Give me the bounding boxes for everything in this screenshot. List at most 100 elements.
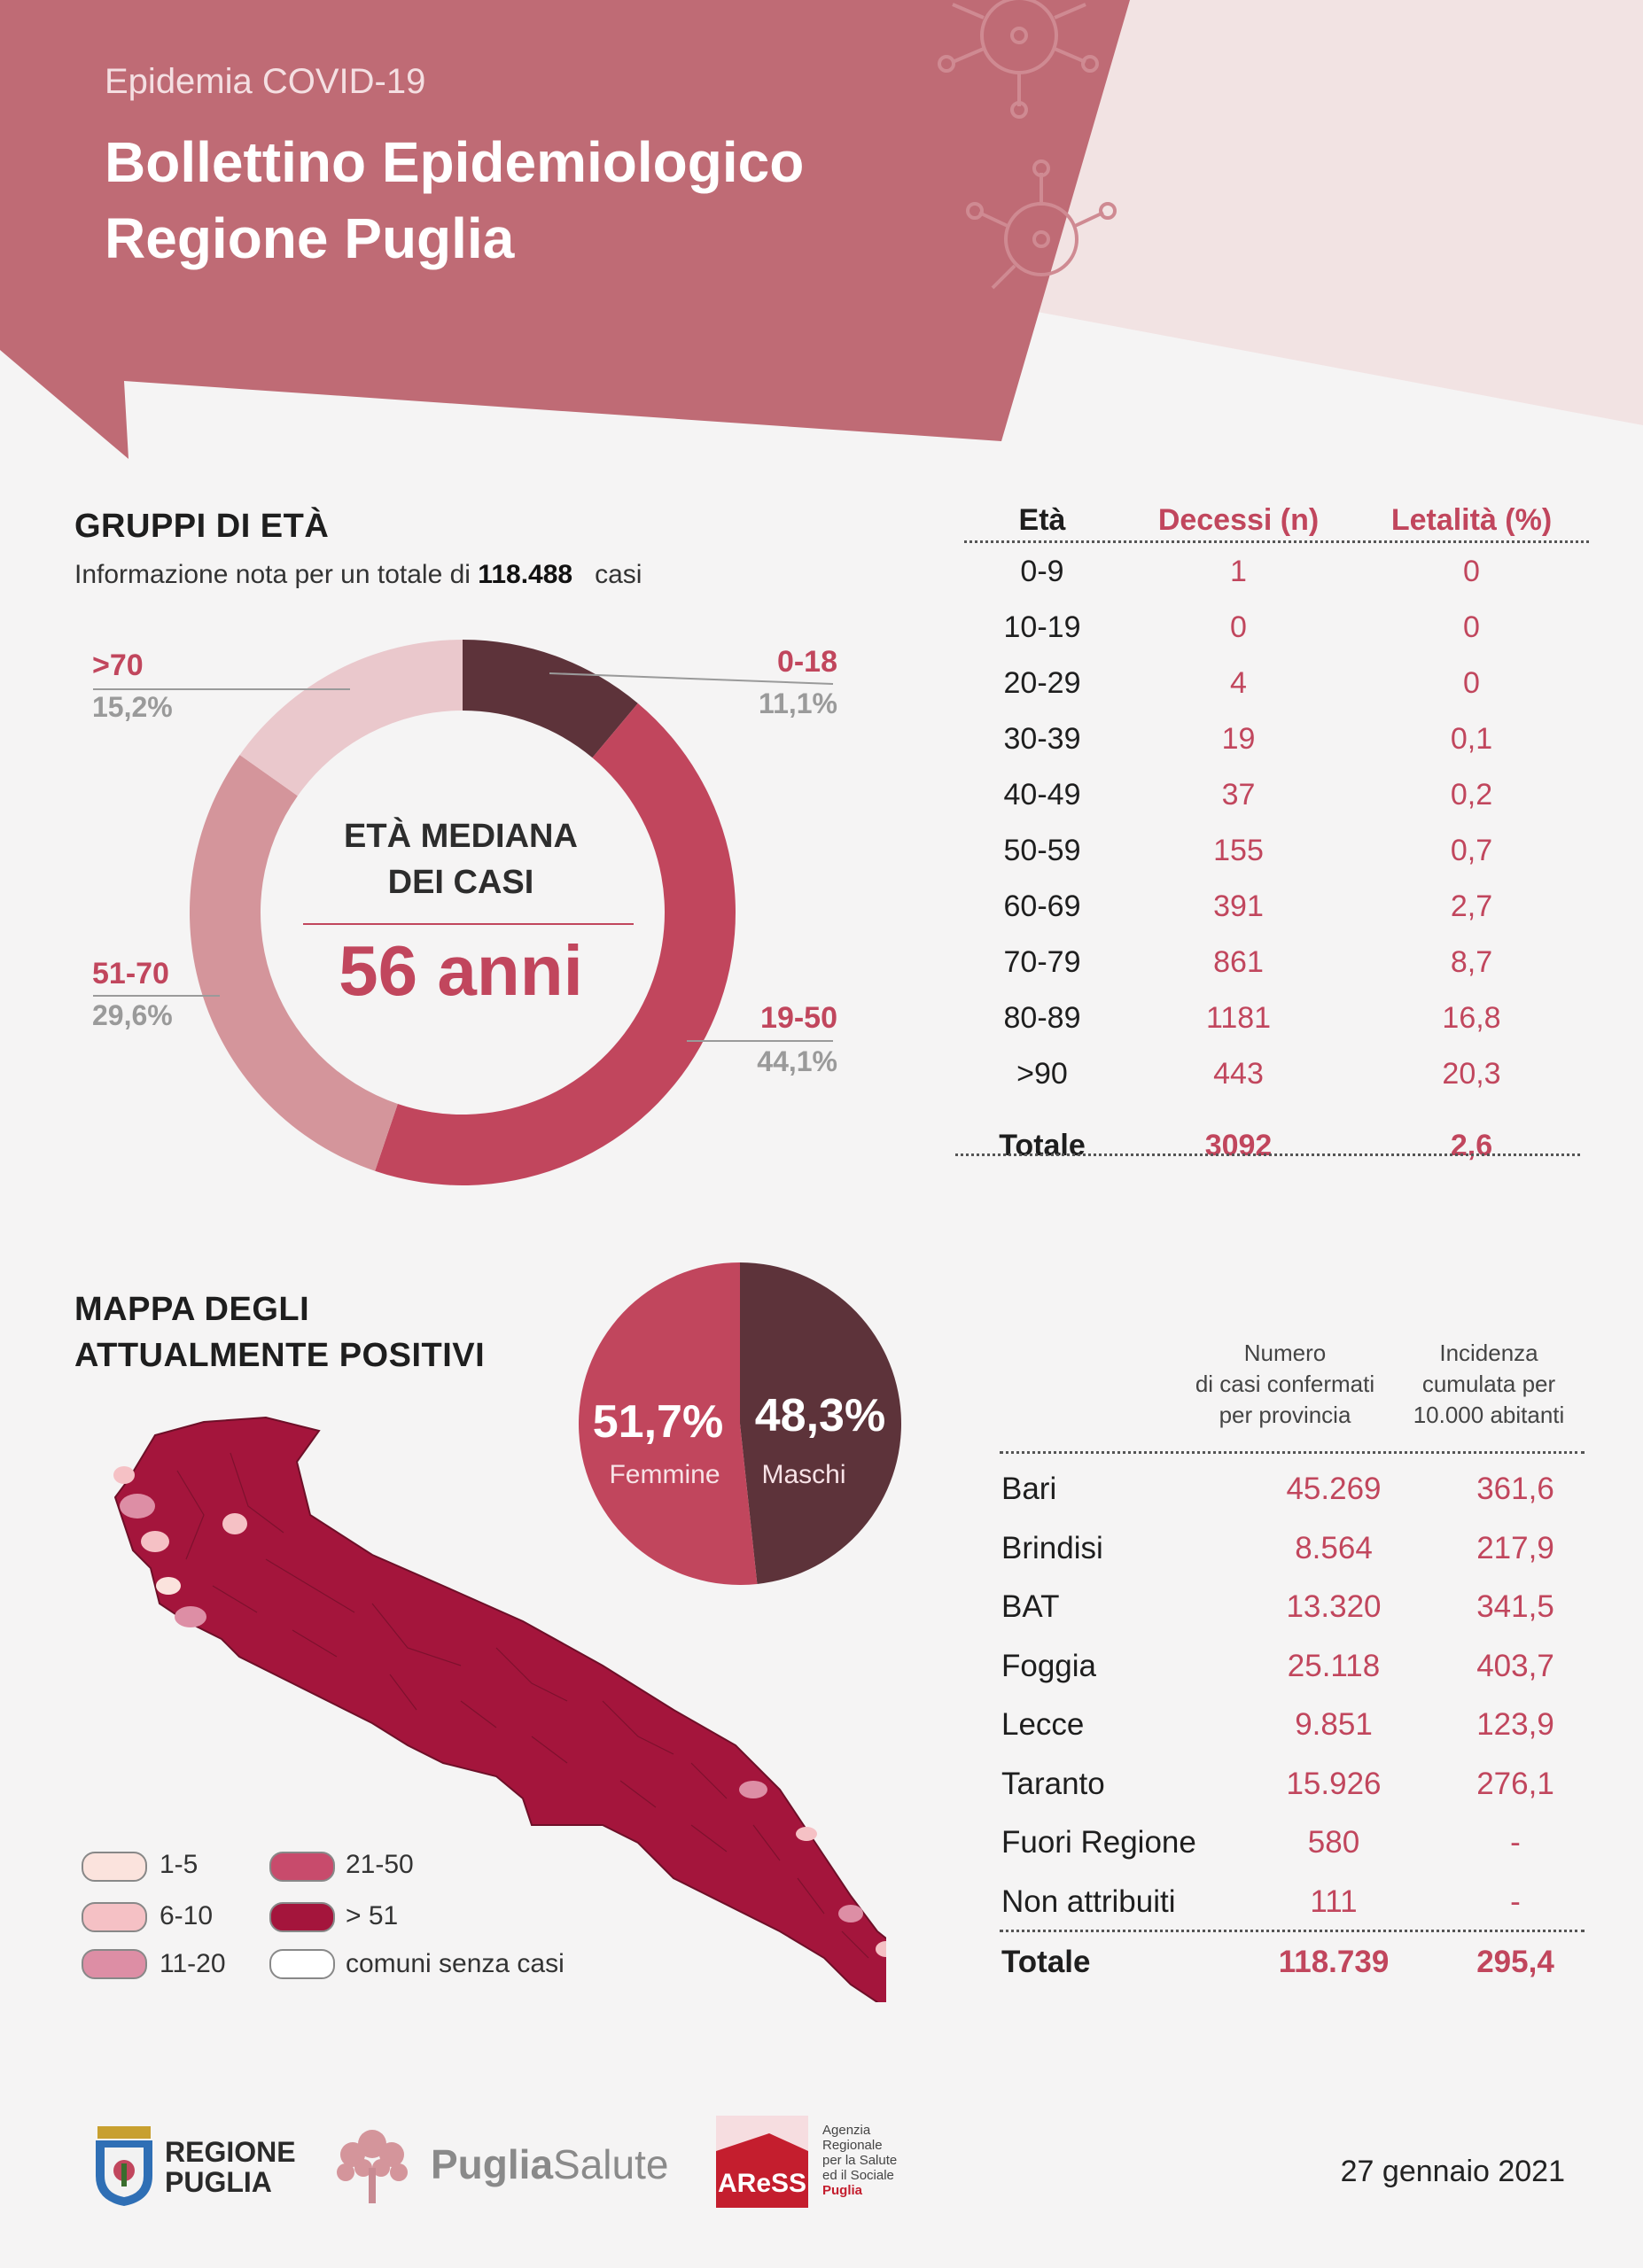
deaths-count: 0 bbox=[1230, 610, 1247, 644]
province-cases: 15.926 bbox=[1286, 1766, 1382, 1801]
age-class: 60-69 bbox=[1003, 889, 1081, 923]
male-pct: 48,3% bbox=[754, 1390, 886, 1441]
legend-swatch-1-5 bbox=[82, 1852, 147, 1882]
legend-swatch-no-cases bbox=[269, 1949, 335, 1979]
age-info-suffix: casi bbox=[595, 560, 642, 589]
pie-slice-female bbox=[579, 1262, 758, 1585]
age-class: 30-39 bbox=[1003, 722, 1081, 756]
province-cases: 8.564 bbox=[1295, 1530, 1373, 1565]
header-banner bbox=[0, 0, 1130, 459]
province-incidence: 123,9 bbox=[1476, 1707, 1554, 1743]
deaths-table-row: 10-19 0 0 bbox=[962, 600, 1588, 656]
province-header-incidence: Incidenza cumulata per 10.000 abitanti bbox=[1391, 1338, 1586, 1431]
province-row: Taranto 15.926 276,1 bbox=[1001, 1755, 1604, 1814]
deaths-count: 19 bbox=[1221, 722, 1256, 756]
deaths-table-header: Età Decessi (n) Letalità (%) bbox=[962, 496, 1588, 544]
province-total-label: Totale bbox=[1001, 1945, 1091, 1980]
regione-puglia-coat-of-arms bbox=[96, 2126, 152, 2206]
header-eta: Età bbox=[1018, 502, 1066, 537]
age-class: 40-49 bbox=[1003, 778, 1081, 812]
province-row: Foggia 25.118 403,7 bbox=[1001, 1637, 1604, 1697]
deaths-table-row: 20-29 4 0 bbox=[962, 656, 1588, 711]
virus-icon bbox=[966, 159, 1117, 290]
deaths-count: 1 bbox=[1230, 555, 1247, 588]
age-info: Informazione nota per un totale di 118.4… bbox=[74, 560, 642, 590]
province-name: Taranto bbox=[1001, 1766, 1105, 1801]
slice-pct-51-70: 29,6% bbox=[92, 999, 173, 1031]
median-title-line2: DEI CASI bbox=[387, 864, 534, 901]
province-incidence: 276,1 bbox=[1476, 1766, 1554, 1801]
age-class: 50-59 bbox=[1003, 834, 1081, 867]
map-title-line1: MAPPA DEGLI bbox=[74, 1291, 310, 1328]
age-info-prefix: Informazione nota per un totale di bbox=[74, 560, 471, 589]
puglia-salute-bold: Puglia bbox=[431, 2141, 554, 2187]
deaths-count: 1181 bbox=[1205, 1001, 1272, 1035]
province-name: BAT bbox=[1001, 1589, 1060, 1625]
header-title-line2: Regione Puglia bbox=[105, 206, 515, 270]
aress-logo-mark bbox=[716, 2116, 808, 2208]
age-donut-chart bbox=[93, 640, 834, 1185]
province-cases: 25.118 bbox=[1287, 1648, 1381, 1683]
age-class: >90 bbox=[1016, 1057, 1068, 1091]
divider bbox=[1000, 1451, 1585, 1454]
municipality-borders bbox=[176, 1452, 869, 1959]
deaths-count: 155 bbox=[1213, 834, 1264, 867]
province-incidence: 361,6 bbox=[1476, 1472, 1554, 1507]
puglia-salute-logo-text: PugliaSalute bbox=[431, 2140, 668, 2188]
female-label: Femmine bbox=[609, 1460, 720, 1489]
legend-label-11-20: 11-20 bbox=[160, 1949, 226, 1978]
donut-slice-51-70 bbox=[189, 755, 398, 1171]
deaths-total-row: Totale 3092 2,6 bbox=[962, 1102, 1588, 1174]
lethality: 16,8 bbox=[1442, 1001, 1501, 1035]
deaths-table-row: 40-49 37 0,2 bbox=[962, 767, 1588, 823]
divider bbox=[964, 540, 1589, 543]
deaths-count: 37 bbox=[1221, 778, 1256, 812]
header-letalita: Letalità (%) bbox=[1390, 502, 1553, 537]
aress-line1: Agenzia bbox=[822, 2123, 871, 2138]
puglia-map bbox=[113, 1416, 886, 2002]
province-name: Brindisi bbox=[1001, 1530, 1103, 1565]
province-name: Lecce bbox=[1001, 1707, 1085, 1743]
province-name: Foggia bbox=[1001, 1648, 1097, 1683]
legend-swatch-21-50 bbox=[269, 1852, 335, 1882]
legend-label-51plus: > 51 bbox=[346, 1901, 399, 1930]
map-title-line2: ATTUALMENTE POSITIVI bbox=[74, 1337, 486, 1374]
province-table: Bari 45.269 361,6 Brindisi 8.564 217,9 BAT 13.3… bbox=[1001, 1460, 1604, 1931]
lethality: 8,7 bbox=[1450, 945, 1493, 979]
median-age-value: 56 anni bbox=[339, 931, 583, 1010]
age-info-total: 118.488 bbox=[478, 560, 573, 589]
lethality: 0,1 bbox=[1450, 722, 1493, 756]
aress-description: Agenzia Regionale per la Salute ed il So… bbox=[822, 2123, 897, 2198]
aress-logo-text: AReSS bbox=[718, 2169, 807, 2198]
province-row: Non attribuiti 111 - bbox=[1001, 1873, 1604, 1932]
deaths-table-row: >90 443 20,3 bbox=[962, 1046, 1588, 1102]
regione-line1: REGIONE bbox=[165, 2136, 296, 2168]
age-groups-title: GRUPPI DI ETÀ bbox=[74, 508, 330, 545]
puglia-salute-tree-icon bbox=[337, 2130, 408, 2203]
divider bbox=[955, 1153, 1580, 1156]
header-cases-line1: Numero bbox=[1243, 1340, 1327, 1366]
lethality: 0 bbox=[1463, 555, 1480, 588]
legend-swatch-11-20 bbox=[82, 1949, 147, 1979]
header-cases-line3: per provincia bbox=[1219, 1402, 1351, 1428]
province-cases: 111 bbox=[1310, 1884, 1358, 1919]
province-name: Bari bbox=[1001, 1472, 1057, 1507]
legend-swatch-51plus bbox=[269, 1902, 335, 1932]
regione-puglia-logo-text: REGIONE PUGLIA bbox=[165, 2137, 296, 2197]
light-municipalities bbox=[113, 1466, 886, 1957]
header-incidence-line1: Incidenza bbox=[1439, 1340, 1538, 1366]
province-total-cases: 118.739 bbox=[1278, 1945, 1390, 1980]
slice-pct-70plus: 15,2% bbox=[92, 691, 173, 723]
header-incidence-line3: 10.000 abitanti bbox=[1413, 1402, 1565, 1428]
lethality: 0 bbox=[1463, 666, 1480, 700]
aress-line5: Puglia bbox=[822, 2183, 863, 2198]
lethality: 2,7 bbox=[1450, 889, 1493, 923]
leader-line-0-18 bbox=[549, 672, 834, 685]
deaths-count: 391 bbox=[1213, 889, 1264, 923]
age-class: 0-9 bbox=[1020, 555, 1064, 588]
deaths-count: 861 bbox=[1213, 945, 1264, 979]
donut-slice-0-18 bbox=[463, 640, 638, 758]
deaths-table-row: 80-89 1181 16,8 bbox=[962, 990, 1588, 1046]
donut-slice-70plus bbox=[239, 640, 463, 796]
header-title: Bollettino Epidemiologico Regione Puglia bbox=[105, 124, 902, 276]
